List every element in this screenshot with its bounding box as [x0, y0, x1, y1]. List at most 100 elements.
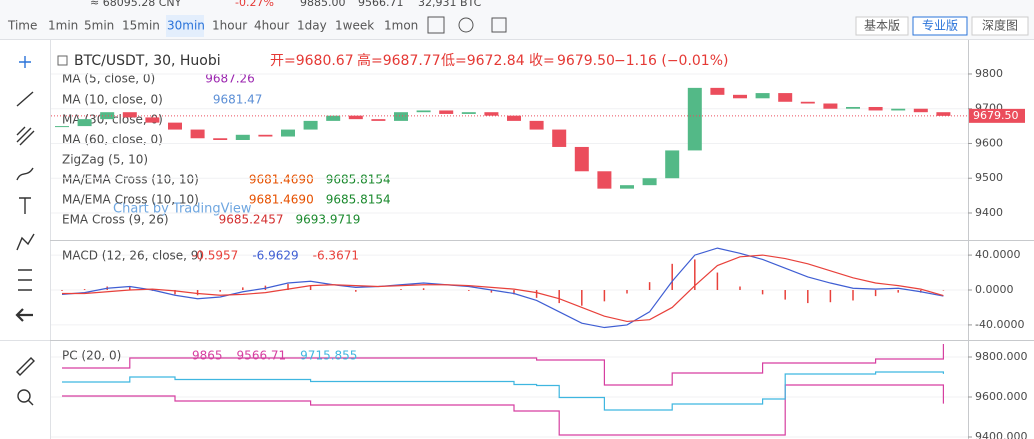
indicator-name: EMA Cross (9, 26) [62, 213, 169, 227]
legend-value: -6.3671 [313, 249, 359, 263]
indicator-line [62, 344, 944, 386]
candle [574, 146, 589, 172]
candle [687, 87, 702, 151]
indicator-value: 9681.47 [213, 93, 263, 107]
candle [348, 115, 363, 120]
pane-title: MACD (12, 26, close, 9) [62, 249, 203, 263]
crosshair-tool[interactable] [19, 56, 31, 68]
interval-button[interactable]: 15min [122, 19, 160, 33]
indicator-value: 9687.26 [205, 72, 255, 86]
indicator-line [62, 384, 944, 436]
close: 9679.50 [557, 53, 615, 69]
candle [77, 119, 92, 127]
candle [733, 94, 747, 99]
interval-button[interactable]: 1min [48, 19, 78, 33]
time-label: Time [7, 19, 37, 33]
indicator-value: 9685.8154 [326, 193, 391, 207]
high: 高=9687.77 [357, 52, 441, 69]
candle [484, 112, 499, 116]
view-btn-bg[interactable] [912, 16, 968, 36]
candle [913, 108, 928, 113]
candle [258, 134, 273, 137]
candle [394, 112, 408, 121]
legend-value: -0.5957 [192, 249, 238, 263]
indicator-line [62, 371, 944, 411]
chart-type-icon[interactable] [427, 16, 445, 34]
text-tool[interactable] [19, 197, 31, 214]
pane-title: PC (20, 0) [62, 349, 121, 363]
diff: −1.16 (−0.01%) [614, 53, 728, 69]
y-tick-label: -40.0000 [975, 318, 1024, 331]
high-24h: 9885.00 [300, 0, 346, 9]
indicator-name: MA/EMA Cross (10, 10) [62, 193, 199, 207]
indicator-name: ZigZag (5, 10) [62, 153, 148, 167]
active-interval-bg [166, 15, 204, 37]
view-button[interactable]: 基本版 [864, 19, 900, 33]
indicator-name: MA (60, close, 0) [62, 133, 163, 147]
interval-button[interactable]: 1week [335, 19, 374, 33]
volume: 32,931 BTC [418, 0, 482, 9]
line-tool[interactable] [16, 91, 34, 107]
indicator-line [62, 254, 944, 323]
pattern-tool[interactable] [16, 233, 35, 251]
candle [642, 178, 657, 186]
settings-icon[interactable] [458, 17, 474, 33]
candle [281, 129, 295, 137]
y-tick-label: 9400.000 [975, 430, 1028, 439]
last-price-label: 9679.50 [973, 109, 1019, 122]
candle [891, 108, 906, 111]
measure-tool[interactable] [16, 357, 35, 376]
candle [710, 87, 725, 95]
candle [461, 112, 476, 114]
change: -0.27% [235, 0, 274, 9]
screenshot-icon[interactable] [491, 17, 507, 33]
back-tool[interactable] [15, 308, 33, 322]
candle [778, 93, 793, 102]
candle [620, 185, 634, 189]
candle [303, 120, 318, 130]
y-tick-label: 9400 [975, 206, 1003, 219]
candle [326, 115, 341, 121]
indicator-line [61, 247, 944, 329]
view-btn-bg[interactable] [855, 16, 909, 36]
indicator-value: 9693.9719 [295, 213, 360, 227]
legend-value: 9865 [192, 349, 223, 363]
prediction-tool[interactable] [18, 269, 32, 291]
fib-tool[interactable] [16, 126, 35, 146]
interval-button[interactable]: 1day [297, 19, 327, 33]
view-btn-bg[interactable] [971, 16, 1029, 36]
open: 开=9680.67 [270, 53, 354, 69]
interval-button[interactable]: 30min [167, 19, 205, 33]
zoom-tool[interactable] [17, 389, 31, 403]
candle [439, 110, 454, 114]
left-tools [15, 56, 35, 406]
candle [529, 120, 544, 130]
candle [507, 115, 521, 121]
interval-button[interactable]: 1hour [212, 19, 247, 33]
last-price-bg [969, 108, 1025, 123]
y-tick-label: 40.0000 [975, 248, 1021, 261]
candle [416, 110, 431, 113]
low: 低=9672.84 [441, 53, 525, 69]
view-button[interactable]: 深度图 [982, 18, 1018, 33]
y-tick-label: 0.0000 [975, 283, 1014, 296]
interval-button[interactable]: 5min [84, 19, 114, 33]
legend-value: 9715.855 [300, 349, 357, 363]
cny-price: ≈ 68095.28 CNY [90, 0, 182, 9]
legend-value: -6.9629 [252, 249, 298, 263]
interval-button[interactable]: 4hour [254, 19, 289, 33]
y-tick-label: 9800 [975, 67, 1003, 80]
collapse-icon[interactable] [57, 55, 68, 66]
y-tick-label: 9600.000 [975, 390, 1028, 403]
candle [800, 101, 815, 104]
indicator-value: 9681.4690 [249, 193, 314, 207]
candle [552, 129, 567, 147]
interval-button[interactable]: 1mon [384, 19, 418, 33]
y-tick-label: 9600 [975, 136, 1003, 149]
view-button[interactable]: 专业版 [922, 18, 958, 33]
brush-tool[interactable] [16, 167, 34, 181]
candle [936, 112, 951, 116]
indicator-value: 9685.8154 [326, 173, 391, 187]
